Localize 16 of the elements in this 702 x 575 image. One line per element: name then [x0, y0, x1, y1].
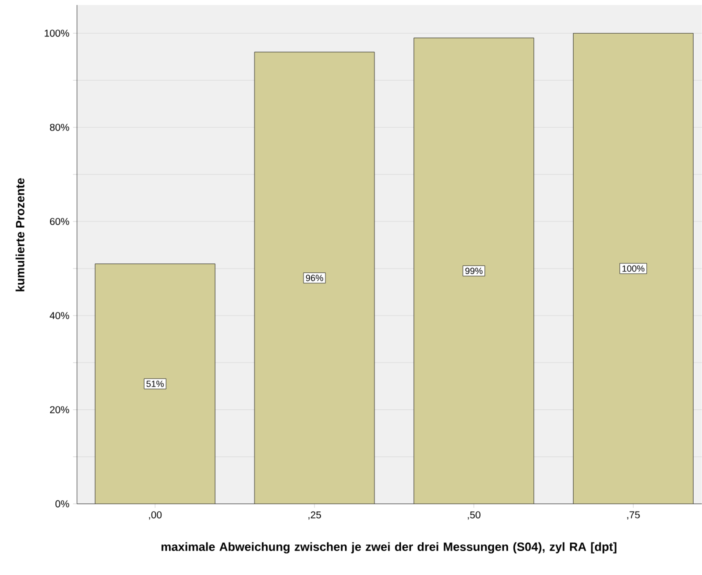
y-tick-label: 0%: [55, 500, 70, 508]
x-tick-label: ,25: [308, 511, 321, 520]
y-axis-title: kumulierte Prozente: [16, 178, 24, 292]
x-axis-title: maximale Abweichung zwischen je zwei der drei Messungen (S04), zyl RA [dpt]: [162, 542, 616, 554]
x-tick-label: ,00: [149, 511, 162, 520]
y-tick-label: 80%: [50, 124, 70, 131]
y-tick-label: 100%: [44, 30, 70, 37]
data-label: 96%: [306, 274, 324, 282]
y-tick-label: 60%: [50, 218, 70, 226]
x-tick-label: ,75: [627, 511, 640, 520]
data-label: 51%: [146, 380, 164, 388]
data-label: 99%: [465, 268, 483, 274]
x-tick-label: ,50: [468, 511, 480, 520]
y-tick-label: 40%: [50, 312, 70, 320]
y-tick-label: 20%: [50, 406, 70, 414]
data-label: 100%: [622, 265, 644, 272]
